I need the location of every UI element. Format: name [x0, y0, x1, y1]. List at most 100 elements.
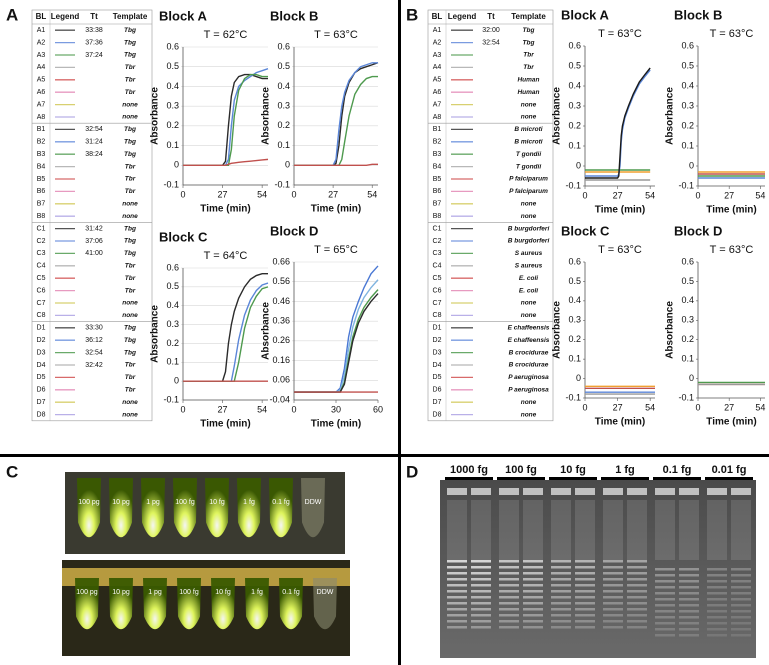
row-label: D5	[433, 374, 442, 381]
x-tick-label: 27	[218, 189, 228, 199]
band	[731, 574, 751, 577]
y-tick-label: 0.6	[681, 256, 694, 266]
band	[679, 586, 699, 589]
band	[575, 566, 595, 569]
band	[679, 610, 699, 613]
y-axis-label: Absorbance	[665, 301, 676, 359]
band	[551, 584, 571, 587]
well	[447, 488, 467, 495]
band	[707, 592, 727, 595]
y-tick-label: 0.5	[681, 276, 694, 286]
smear	[471, 500, 491, 560]
chart-subtitle: T = 63°C	[314, 29, 358, 41]
x-tick-label: 54	[367, 189, 377, 199]
template: Tbg	[124, 39, 136, 46]
template: B microti	[514, 126, 542, 133]
template: none	[122, 312, 138, 319]
y-tick-label: 0.3	[568, 315, 581, 325]
row-label: B4	[433, 163, 442, 170]
y-tick-label: 0.4	[166, 81, 179, 91]
tt-value: 33:38	[85, 27, 103, 34]
band	[551, 578, 571, 581]
tube-rack	[62, 568, 350, 586]
band	[679, 622, 699, 625]
template: P aeruginosa	[508, 387, 549, 394]
band	[471, 560, 491, 563]
template: P aeruginosa	[508, 374, 549, 381]
well	[655, 488, 675, 495]
band	[679, 598, 699, 601]
band	[447, 572, 467, 575]
band	[627, 560, 647, 563]
y-tick-label: 0.2	[277, 120, 290, 130]
row-label: C5	[37, 275, 46, 282]
band	[499, 626, 519, 629]
row-label: A3	[37, 52, 46, 59]
y-tick-label: 0.3	[568, 100, 581, 110]
lane-bar	[601, 477, 649, 480]
well	[627, 488, 647, 495]
lane-label: 100 fg	[505, 464, 537, 476]
row-label: A2	[37, 39, 46, 46]
x-axis-label: Time (min)	[200, 204, 250, 215]
template: Human	[517, 77, 539, 84]
y-tick-label: -0.1	[678, 180, 694, 190]
template: B crocidurae	[509, 349, 549, 356]
band	[627, 602, 647, 605]
band	[731, 568, 751, 571]
band	[575, 626, 595, 629]
row-label: D1	[37, 325, 46, 332]
band	[551, 596, 571, 599]
band	[523, 566, 543, 569]
x-axis-label: Time (min)	[311, 419, 361, 430]
tube-label: 10 fg	[209, 499, 225, 506]
band	[447, 578, 467, 581]
band	[655, 568, 675, 571]
band	[731, 616, 751, 619]
band	[679, 580, 699, 583]
row-label: A6	[433, 89, 442, 96]
y-tick-label: 0	[174, 160, 179, 170]
tt-value: 41:00	[85, 250, 103, 257]
x-tick-label: 0	[695, 190, 700, 200]
well	[575, 488, 595, 495]
y-tick-label: -0.1	[163, 179, 179, 189]
band	[603, 626, 623, 629]
row-label: C4	[37, 263, 46, 270]
band	[471, 590, 491, 593]
band	[627, 596, 647, 599]
template: Tbr	[523, 64, 534, 71]
tube	[109, 478, 133, 538]
row-label: C6	[433, 287, 442, 294]
tube-label: 100 fg	[175, 499, 195, 506]
row-label: D7	[37, 399, 46, 406]
row-label: C1	[37, 225, 46, 232]
band	[499, 584, 519, 587]
y-tick-label: 0.2	[681, 334, 694, 344]
y-tick-label: 0.1	[166, 357, 179, 367]
template: Tbg	[523, 39, 535, 46]
tube-label: 100 pg	[78, 499, 100, 506]
template: T gondii	[516, 163, 541, 170]
lane-label: 0.1 fg	[663, 464, 692, 476]
template: Tbg	[124, 52, 136, 59]
x-tick-label: 27	[724, 190, 734, 200]
x-tick-label: 27	[613, 402, 623, 412]
x-tick-label: 54	[257, 404, 267, 414]
y-tick-label: 0.6	[568, 256, 581, 266]
tube	[205, 478, 229, 538]
y-tick-label: 0.2	[568, 120, 581, 130]
y-tick-label: 0.5	[166, 281, 179, 291]
band	[603, 608, 623, 611]
y-tick-label: 0.56	[272, 276, 290, 286]
row-label: D4	[433, 362, 442, 369]
row-label: A8	[37, 114, 46, 121]
x-tick-label: 54	[645, 190, 655, 200]
template: none	[122, 213, 138, 220]
table-frame	[31, 9, 153, 422]
x-tick-label: 0	[582, 190, 587, 200]
band	[499, 620, 519, 623]
row-label: A1	[433, 27, 442, 34]
row-label: B8	[433, 213, 442, 220]
well	[731, 488, 751, 495]
